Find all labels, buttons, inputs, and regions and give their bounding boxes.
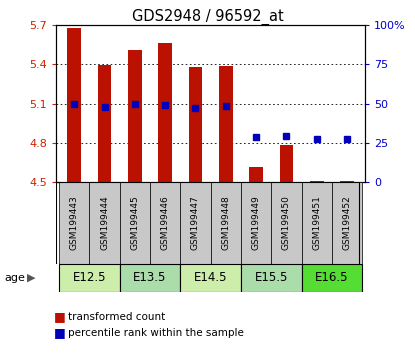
Bar — [159, 42, 172, 182]
Text: GDS2948 / 96592_at: GDS2948 / 96592_at — [132, 9, 283, 25]
Bar — [67, 28, 81, 182]
Text: GSM199450: GSM199450 — [282, 195, 291, 251]
Bar — [332, 182, 362, 264]
Bar — [89, 182, 120, 264]
Bar — [241, 264, 302, 292]
Bar — [128, 50, 142, 182]
Bar — [180, 264, 241, 292]
Bar — [280, 145, 293, 182]
Bar — [302, 264, 362, 292]
Text: E16.5: E16.5 — [315, 272, 349, 284]
Text: age: age — [4, 273, 25, 283]
Text: E15.5: E15.5 — [254, 272, 288, 284]
Bar — [98, 65, 111, 182]
Text: GSM199448: GSM199448 — [221, 196, 230, 250]
Text: percentile rank within the sample: percentile rank within the sample — [68, 328, 244, 338]
Bar — [249, 166, 263, 182]
Text: GSM199444: GSM199444 — [100, 196, 109, 250]
Bar — [219, 66, 232, 182]
Text: ■: ■ — [54, 310, 66, 323]
Text: GSM199451: GSM199451 — [312, 195, 321, 251]
Text: E13.5: E13.5 — [133, 272, 167, 284]
Bar — [189, 67, 202, 182]
Bar — [271, 182, 302, 264]
Text: GSM199447: GSM199447 — [191, 196, 200, 250]
Bar — [310, 181, 324, 182]
Bar — [241, 182, 271, 264]
Text: ■: ■ — [54, 326, 66, 339]
Text: E14.5: E14.5 — [194, 272, 227, 284]
Text: E12.5: E12.5 — [73, 272, 106, 284]
Bar — [120, 182, 150, 264]
Text: transformed count: transformed count — [68, 312, 166, 322]
Text: GSM199446: GSM199446 — [161, 196, 170, 250]
Text: GSM199449: GSM199449 — [251, 196, 261, 250]
Bar — [340, 181, 354, 182]
Text: GSM199445: GSM199445 — [130, 196, 139, 250]
Bar — [150, 182, 180, 264]
Bar — [302, 182, 332, 264]
Text: GSM199452: GSM199452 — [342, 196, 352, 250]
Bar — [120, 264, 180, 292]
Bar — [59, 182, 89, 264]
Bar — [180, 182, 211, 264]
Bar — [59, 264, 120, 292]
Text: GSM199443: GSM199443 — [70, 196, 79, 250]
Bar — [211, 182, 241, 264]
Text: ▶: ▶ — [27, 273, 35, 283]
